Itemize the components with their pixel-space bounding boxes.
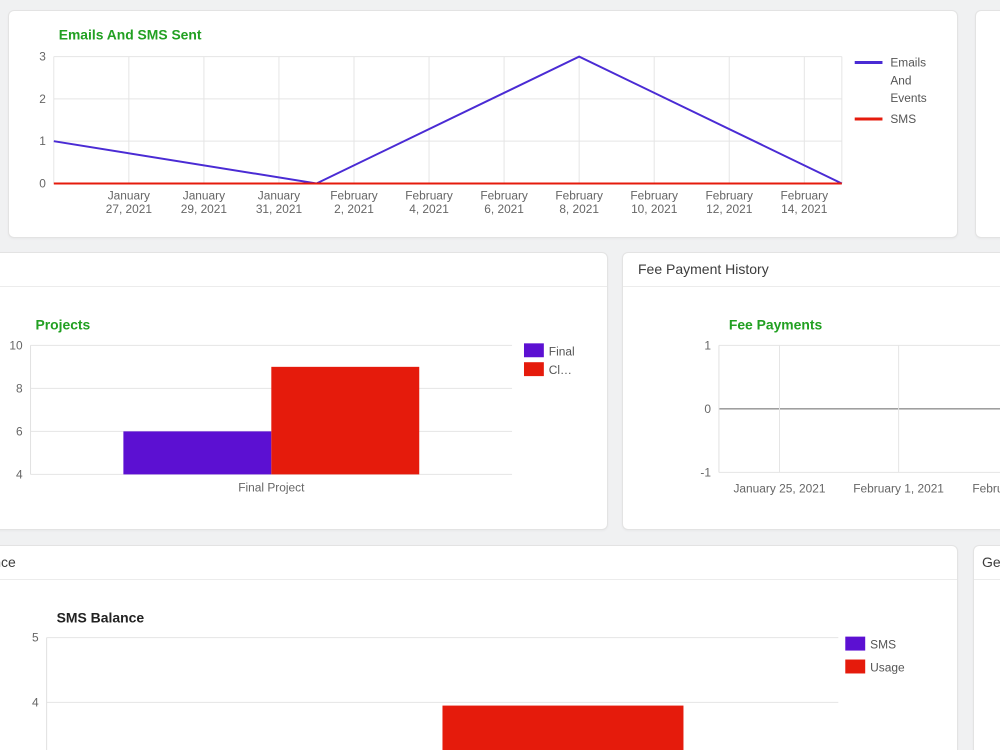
card-fee-payment-history: Fee Payment History 1 0 -1 January 25, 2021… bbox=[622, 252, 1000, 530]
y-tick-label: 4 bbox=[32, 695, 39, 709]
bar-series-usage bbox=[442, 705, 684, 750]
legend-swatch-cl bbox=[523, 362, 544, 377]
bar-series-cl bbox=[271, 366, 420, 475]
chart-title: SMS Balance bbox=[57, 610, 145, 626]
legend-label: Emails bbox=[890, 56, 926, 70]
x-tick-label: 2, 2021 bbox=[334, 202, 374, 216]
x-tick-label: January bbox=[183, 188, 225, 202]
x-tick-label: 29, 2021 bbox=[181, 202, 228, 216]
x-tick-label: February bbox=[405, 188, 453, 202]
y-tick-label: 0 bbox=[39, 176, 46, 190]
x-tick-label: January bbox=[258, 188, 300, 202]
legend-label: Usage bbox=[870, 660, 905, 674]
x-tick-label: January bbox=[108, 188, 150, 202]
x-tick-label: 4, 2021 bbox=[409, 202, 449, 216]
card-emails-and-sms-sent: 0 1 2 3 January 27, 2021 January 29, 2021 Januar… bbox=[8, 10, 958, 238]
sms-card-header: SMS Balance bbox=[0, 546, 957, 580]
sms-balance-chart: 5 4 SMS Balance SMS Usage bbox=[32, 610, 905, 750]
y-tick-label: 2 bbox=[39, 92, 46, 106]
line-series-emails-and-events bbox=[53, 55, 843, 185]
x-tick-label: 10, 2021 bbox=[631, 202, 678, 216]
bottom-right-card-header: Ge bbox=[974, 546, 1000, 580]
x-tick-label: February 8, 2021 bbox=[972, 481, 1000, 495]
fee-payments-chart: 1 0 -1 January 25, 2021 February 1, 2021 Febr… bbox=[700, 316, 1000, 495]
x-tick-label: February bbox=[330, 188, 378, 202]
y-tick-label: 4 bbox=[16, 467, 23, 481]
x-tick-label: February bbox=[480, 188, 528, 202]
legend-swatch-final bbox=[523, 343, 544, 358]
legend-label: SMS bbox=[890, 112, 916, 126]
y-tick-label: -1 bbox=[700, 465, 711, 479]
y-tick-label: 10 bbox=[9, 338, 23, 352]
fee-card-header: Fee Payment History bbox=[623, 253, 1000, 287]
x-tick-label: 12, 2021 bbox=[706, 202, 753, 216]
legend-label: And bbox=[890, 73, 911, 87]
legend-label: Cl… bbox=[549, 363, 572, 377]
y-tick-label: 0 bbox=[704, 402, 711, 416]
bottom-right-card-header-label: Ge bbox=[982, 554, 1000, 570]
card-bottom-right-clipped: Ge bbox=[973, 545, 1000, 750]
y-tick-label: 6 bbox=[16, 424, 23, 438]
sms-card-header-label: SMS Balance bbox=[0, 554, 16, 570]
legend-swatch-usage bbox=[845, 659, 866, 674]
x-tick-label: 6, 2021 bbox=[484, 202, 524, 216]
x-tick-label: 8, 2021 bbox=[559, 202, 599, 216]
y-tick-label: 8 bbox=[16, 381, 23, 395]
chart-title: Projects bbox=[36, 316, 91, 332]
y-tick-label: 3 bbox=[39, 50, 46, 64]
card-projects: 4 6 8 10 Projects Final Project Final Cl… bbox=[0, 252, 608, 530]
y-tick-label: 1 bbox=[704, 338, 711, 352]
x-tick-label: February bbox=[555, 188, 603, 202]
x-tick-label: January 25, 2021 bbox=[733, 481, 825, 495]
legend-swatch-sms bbox=[845, 636, 866, 651]
x-tick-label: February 1, 2021 bbox=[853, 481, 944, 495]
x-tick-label: February bbox=[705, 188, 753, 202]
x-tick-label: 31, 2021 bbox=[256, 202, 303, 216]
chart-title: Emails And SMS Sent bbox=[59, 27, 202, 43]
fee-card-header-label: Fee Payment History bbox=[638, 261, 769, 277]
y-tick-label: 1 bbox=[39, 134, 46, 148]
bar-series-final bbox=[123, 431, 272, 475]
card-top-right-clipped bbox=[975, 10, 1000, 238]
legend-label: Events bbox=[890, 91, 926, 105]
legend-label: Final bbox=[549, 344, 575, 358]
chart-title: Fee Payments bbox=[729, 316, 823, 332]
x-tick-label: February bbox=[781, 188, 829, 202]
x-tick-label: 14, 2021 bbox=[781, 202, 828, 216]
x-tick-label: 27, 2021 bbox=[106, 202, 153, 216]
y-tick-label: 5 bbox=[32, 631, 39, 645]
projects-card-header bbox=[0, 253, 607, 287]
category-label: Final Project bbox=[238, 480, 305, 494]
card-sms-balance: SMS Balance 5 4 SMS Balance SMS Usage bbox=[0, 545, 958, 750]
projects-chart: 4 6 8 10 Projects Final Project Final Cl… bbox=[9, 316, 575, 494]
legend-label: SMS bbox=[870, 638, 896, 652]
x-tick-label: February bbox=[630, 188, 678, 202]
